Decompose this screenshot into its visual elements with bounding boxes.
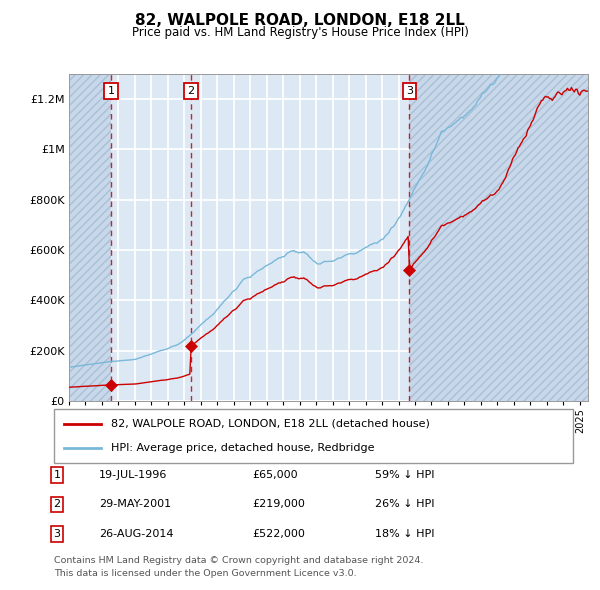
Bar	[409, 74, 588, 401]
Text: 19-JUL-1996: 19-JUL-1996	[99, 470, 167, 480]
Bar	[69, 74, 111, 401]
Text: 2: 2	[188, 86, 194, 96]
Text: 3: 3	[406, 86, 413, 96]
Text: 29-MAY-2001: 29-MAY-2001	[99, 500, 171, 509]
Text: This data is licensed under the Open Government Licence v3.0.: This data is licensed under the Open Gov…	[54, 569, 356, 578]
Text: 18% ↓ HPI: 18% ↓ HPI	[375, 529, 434, 539]
Text: 59% ↓ HPI: 59% ↓ HPI	[375, 470, 434, 480]
Text: Contains HM Land Registry data © Crown copyright and database right 2024.: Contains HM Land Registry data © Crown c…	[54, 556, 424, 565]
Text: 1: 1	[53, 470, 61, 480]
Text: Price paid vs. HM Land Registry's House Price Index (HPI): Price paid vs. HM Land Registry's House …	[131, 26, 469, 39]
Text: £522,000: £522,000	[252, 529, 305, 539]
Text: 26% ↓ HPI: 26% ↓ HPI	[375, 500, 434, 509]
Text: 82, WALPOLE ROAD, LONDON, E18 2LL (detached house): 82, WALPOLE ROAD, LONDON, E18 2LL (detac…	[111, 418, 430, 428]
Text: 1: 1	[107, 86, 115, 96]
Text: 82, WALPOLE ROAD, LONDON, E18 2LL: 82, WALPOLE ROAD, LONDON, E18 2LL	[135, 13, 465, 28]
Text: 3: 3	[53, 529, 61, 539]
Text: £219,000: £219,000	[252, 500, 305, 509]
Text: HPI: Average price, detached house, Redbridge: HPI: Average price, detached house, Redb…	[111, 444, 374, 454]
Text: £65,000: £65,000	[252, 470, 298, 480]
Text: 26-AUG-2014: 26-AUG-2014	[99, 529, 173, 539]
Text: 2: 2	[53, 500, 61, 509]
Bar	[69, 74, 111, 401]
Bar	[409, 74, 588, 401]
